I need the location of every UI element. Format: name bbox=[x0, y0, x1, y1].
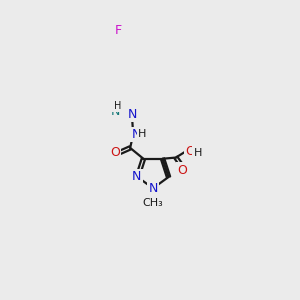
Text: N: N bbox=[131, 128, 141, 141]
Text: N: N bbox=[132, 170, 142, 184]
Text: O: O bbox=[110, 146, 120, 159]
Text: F: F bbox=[115, 24, 122, 37]
Text: N: N bbox=[111, 104, 120, 118]
Text: N: N bbox=[128, 108, 137, 121]
Text: H: H bbox=[194, 148, 202, 158]
Text: O: O bbox=[178, 164, 188, 177]
Text: O: O bbox=[185, 145, 195, 158]
Text: H: H bbox=[114, 100, 121, 111]
Text: CH₃: CH₃ bbox=[142, 198, 164, 208]
Text: H: H bbox=[138, 129, 146, 139]
Text: N: N bbox=[148, 182, 158, 195]
